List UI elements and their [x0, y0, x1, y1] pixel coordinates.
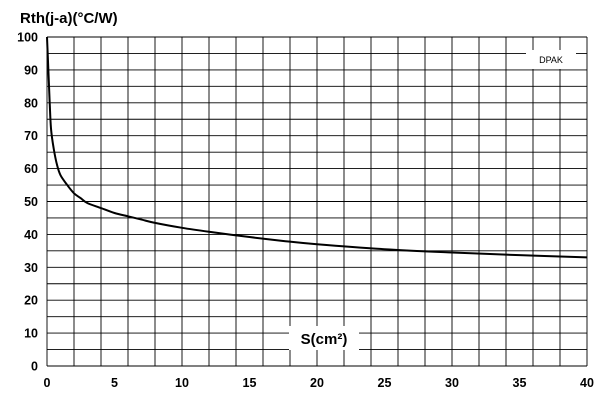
- legend-label: DPAK: [539, 55, 563, 65]
- x-axis-label: S(cm²): [301, 331, 348, 348]
- x-axis-label-group: S(cm²): [289, 326, 359, 350]
- y-tick-label: 80: [24, 96, 38, 110]
- legend-box: [526, 50, 576, 69]
- y-tick-label: 0: [31, 360, 38, 374]
- y-tick-label: 60: [24, 162, 38, 176]
- x-tick-label: 5: [111, 376, 118, 390]
- tick-labels: 0 5 10 15 20 25 30 35 40 0 10 20 30 40 50 60 70 80 90 100: [17, 31, 594, 391]
- y-tick-label: 100: [17, 31, 38, 45]
- y-axis-label: Rth(j-a)(°C/W): [20, 10, 118, 27]
- x-axis-label-box: [289, 326, 359, 350]
- y-tick-label: 40: [24, 228, 38, 242]
- y-tick-label: 20: [24, 294, 38, 308]
- legend: DPAK: [526, 50, 576, 69]
- y-tick-label: 70: [24, 129, 38, 143]
- series-line-dpak: [46, 36, 588, 259]
- x-tick-label: 10: [175, 376, 189, 390]
- x-tick-label: 0: [44, 376, 51, 390]
- y-tick-label: 30: [24, 261, 38, 275]
- x-tick-label: 15: [243, 376, 257, 390]
- x-tick-label: 30: [445, 376, 459, 390]
- y-tick-label: 50: [24, 195, 38, 209]
- grid: [46, 36, 588, 367]
- x-tick-label: 25: [378, 376, 392, 390]
- y-tick-label: 90: [24, 63, 38, 77]
- y-tick-label: 10: [24, 327, 38, 341]
- x-tick-label: 20: [310, 376, 324, 390]
- x-tick-label: 40: [580, 376, 594, 390]
- x-tick-label: 35: [513, 376, 527, 390]
